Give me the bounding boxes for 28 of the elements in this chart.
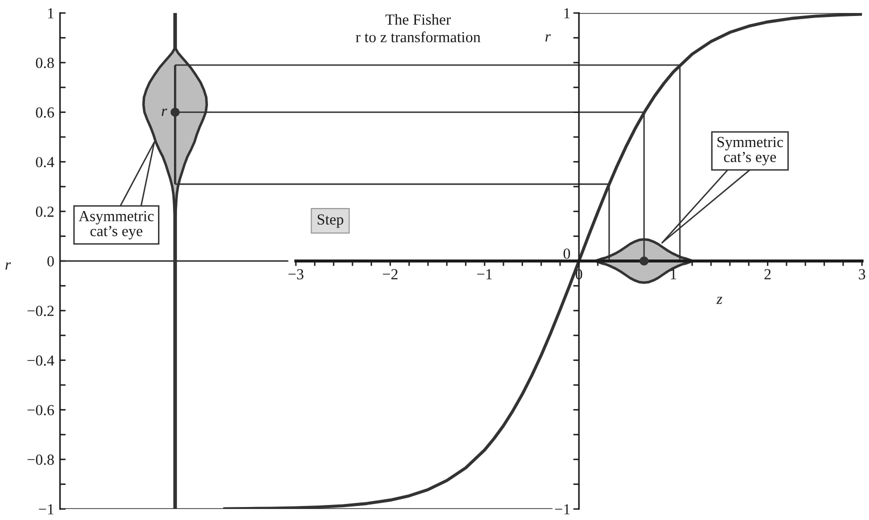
y-tick-label: −0.6 (27, 404, 54, 416)
y2-tick-label: 0 (564, 248, 570, 259)
annotation: r (162, 108, 168, 116)
y-tick-label: 0.2 (36, 206, 54, 217)
x-tick-label: 3 (858, 269, 866, 280)
y-tick-label: 0 (47, 256, 54, 266)
y2-axis-title: r (545, 34, 551, 42)
x-tick-label: −3 (288, 269, 304, 280)
y-tick-label: 0.6 (36, 107, 54, 118)
y-tick-label: −0.8 (27, 454, 54, 465)
x-tick-label: 1 (670, 269, 676, 280)
x-tick-label: −2 (382, 269, 398, 280)
x-axis-title: z (716, 296, 722, 304)
annotation: Step (318, 214, 344, 228)
y-axis-title: r (6, 262, 11, 270)
annotation: Asymmetric cat’s eye (78, 210, 154, 240)
y-tick-label: −1 (38, 504, 54, 514)
annotation: Symmetric cat’s eye (717, 136, 784, 166)
y-tick-label: 0.4 (36, 156, 54, 168)
x-tick-label: 2 (764, 269, 771, 280)
y2-tick-label: −1 (555, 504, 570, 514)
y2-tick-label: 1 (564, 8, 570, 18)
y-tick-label: −0.2 (27, 306, 54, 316)
y-tick-label: −0.4 (27, 355, 54, 366)
chart-title: The Fisher r to z transformation (356, 14, 480, 42)
x-tick-label: −1 (477, 269, 492, 280)
y-tick-label: 1 (48, 8, 54, 18)
y-tick-label: 0.8 (36, 58, 54, 68)
